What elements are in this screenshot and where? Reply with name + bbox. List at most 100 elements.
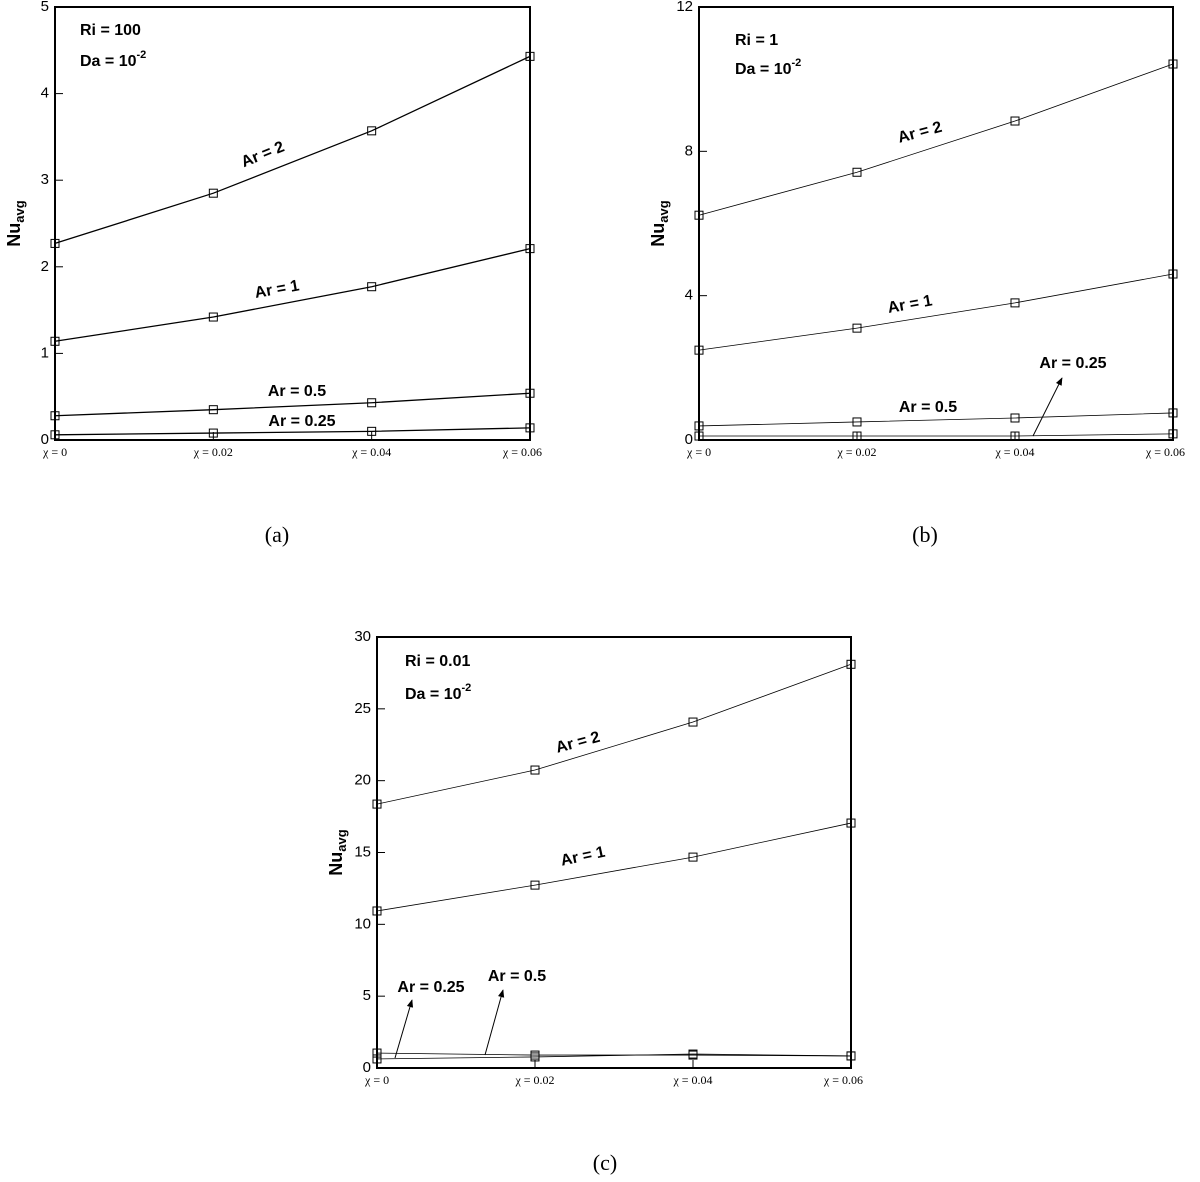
series-line (54, 392, 531, 417)
y-axis-label: Nuavg (4, 200, 28, 246)
data-marker (1010, 298, 1020, 308)
data-marker (688, 1049, 698, 1059)
label-arrow (1032, 377, 1063, 437)
x-tick-label: χ = 0.04 (672, 1073, 712, 1087)
y-tick-label: 5 (41, 0, 49, 15)
y-label-sub: avg (334, 829, 349, 851)
data-marker (852, 417, 862, 427)
series-label: Ar = 0.5 (899, 399, 957, 416)
y-axis-label: Nuavg (326, 829, 350, 875)
annotation-text: Da = 10 (735, 61, 792, 78)
series-line (54, 427, 531, 436)
y-tick-label: 30 (354, 628, 371, 645)
series-line (699, 433, 1174, 437)
x-tick-label: χ = 0.04 (994, 445, 1034, 459)
y-tick-label: 4 (41, 85, 49, 102)
x-tick-label: χ = 0.04 (351, 445, 391, 459)
data-marker (525, 244, 535, 254)
x-tick-label: χ = 0 (364, 1073, 389, 1087)
series-label: Ar = 2 (896, 119, 944, 147)
annotation-exponent: -2 (136, 49, 146, 61)
annotation: Da = 10-2 (80, 49, 146, 70)
x-tick-label: χ = 0.06 (502, 445, 542, 459)
label-arrow (394, 999, 414, 1059)
data-marker (367, 282, 377, 292)
y-label-main: Nu (4, 223, 24, 247)
series-line (54, 55, 531, 245)
caption: (a) (265, 522, 289, 547)
y-tick-label: 4 (685, 287, 693, 304)
caption: (c) (593, 1150, 617, 1175)
y-tick-label: 25 (354, 700, 371, 717)
y-tick-label: 0 (41, 431, 49, 448)
series-line (54, 247, 531, 342)
data-marker (50, 238, 60, 248)
y-tick-label: 8 (685, 142, 693, 159)
data-marker (50, 411, 60, 421)
caption: (b) (912, 522, 938, 547)
x-tick-label: χ = 0.02 (193, 445, 233, 459)
y-axis-label: Nuavg (648, 200, 672, 246)
data-marker (1168, 269, 1178, 279)
data-marker (852, 431, 862, 441)
data-marker (852, 167, 862, 177)
data-marker (208, 312, 218, 322)
data-marker (372, 906, 382, 916)
data-marker (367, 426, 377, 436)
data-marker (530, 880, 540, 890)
y-label-sub: avg (12, 200, 27, 222)
series-line (376, 1052, 852, 1057)
series-line (376, 663, 852, 805)
data-marker (1168, 408, 1178, 418)
annotation: Ri = 100 (80, 22, 141, 39)
plot-frame (698, 6, 1174, 441)
data-marker (688, 852, 698, 862)
data-marker (525, 388, 535, 398)
data-marker (1010, 431, 1020, 441)
data-marker (525, 423, 535, 433)
series-label: Ar = 1 (253, 277, 300, 302)
y-tick-label: 2 (41, 258, 49, 275)
annotation: Ri = 0.01 (405, 653, 470, 670)
data-marker (530, 765, 540, 775)
data-marker (367, 126, 377, 136)
annotation: Da = 10-2 (735, 57, 801, 78)
y-tick-label: 15 (354, 843, 371, 860)
series-label: Ar = 0.25 (1039, 355, 1106, 372)
y-tick-label: 3 (41, 171, 49, 188)
x-tick-label: χ = 0.02 (514, 1073, 554, 1087)
series-label: Ar = 0.25 (397, 979, 464, 996)
annotation-text: Ri = 1 (735, 32, 778, 49)
x-tick-label: χ = 0.02 (836, 445, 876, 459)
data-marker (1010, 116, 1020, 126)
series-line (698, 273, 1174, 351)
label-arrow (484, 989, 505, 1056)
annotation: Ri = 1 (735, 32, 778, 49)
annotation-text: Da = 10 (405, 686, 462, 703)
series-label: Ar = 0.5 (268, 383, 326, 400)
series-line (376, 1053, 852, 1060)
data-marker (530, 1052, 540, 1062)
data-marker (694, 345, 704, 355)
series-label: Ar = 0.25 (268, 413, 335, 430)
series-line (698, 412, 1174, 427)
series-label: Ar = 1 (886, 292, 933, 317)
annotation-text: Da = 10 (80, 53, 137, 70)
data-marker (372, 1048, 382, 1058)
data-marker (1010, 413, 1020, 423)
annotation: Da = 10-2 (405, 682, 471, 703)
series-label: Ar = 2 (239, 138, 287, 171)
y-tick-label: 0 (363, 1059, 371, 1076)
data-marker (694, 431, 704, 441)
y-label-sub: avg (656, 200, 671, 222)
data-marker (688, 717, 698, 727)
x-tick-label: χ = 0.06 (823, 1073, 863, 1087)
series-label: Ar = 2 (554, 729, 602, 757)
series-line (698, 63, 1174, 216)
data-marker (694, 421, 704, 431)
data-marker (367, 398, 377, 408)
data-marker (1168, 429, 1178, 439)
data-marker (846, 659, 856, 669)
